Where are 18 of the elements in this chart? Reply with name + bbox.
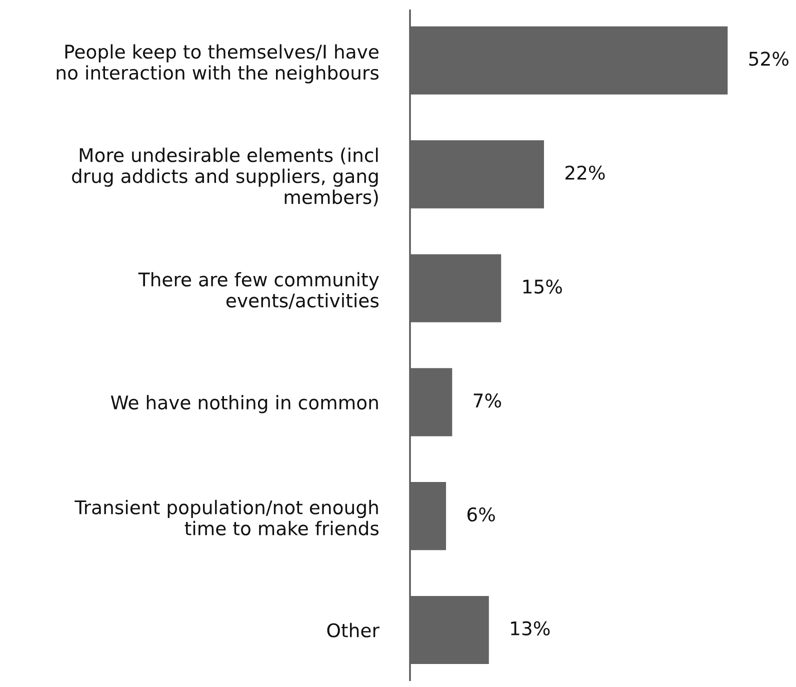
- y-tick-label: Transient population/not enough time to make friends: [74, 500, 379, 536]
- data-label: 22%: [566, 166, 605, 180]
- bar: [410, 138, 546, 210]
- data-label: 13%: [511, 621, 550, 636]
- data-label: 6%: [467, 507, 495, 522]
- data-label: 7%: [474, 393, 502, 408]
- y-tick-label: We have nothing in common: [110, 395, 378, 414]
- bar: [410, 594, 490, 666]
- bar: [410, 24, 730, 96]
- y-tick-label: Other: [327, 622, 380, 638]
- data-label: 52%: [749, 52, 788, 66]
- bar: [410, 252, 503, 324]
- data-label: 15%: [523, 280, 562, 294]
- bar: [410, 366, 454, 438]
- y-tick-label: There are few community events/activities: [138, 272, 379, 310]
- y-tick-label: More undesirable elements (incl drug addicts and suppliers, gang members): [72, 148, 378, 206]
- bar: [410, 480, 448, 552]
- y-tick-label: People keep to themselves/I have no interaction with the neighbours: [56, 44, 379, 84]
